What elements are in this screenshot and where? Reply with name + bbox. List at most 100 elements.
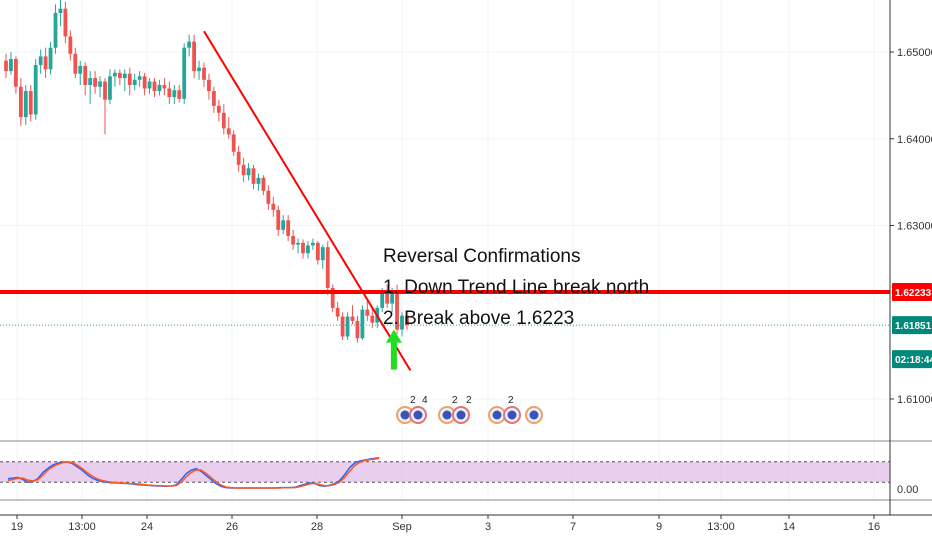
price-label: 1.61851 <box>892 316 932 335</box>
candle <box>88 71 93 105</box>
candle-body <box>103 81 107 100</box>
candle-body <box>83 65 88 85</box>
candle <box>98 76 102 98</box>
candle <box>320 244 325 269</box>
candle-body <box>207 79 211 92</box>
arrow-up-icon <box>385 329 402 370</box>
candle <box>236 145 241 172</box>
candle-body <box>226 128 231 135</box>
candle-body <box>261 177 266 191</box>
candle <box>212 86 216 113</box>
candle <box>53 4 58 54</box>
candle <box>207 73 211 100</box>
candle-body <box>340 316 345 337</box>
candle <box>385 284 390 308</box>
annotation-line: 1. Down Trend Line break north <box>383 277 649 298</box>
price-label-text: 02:18:44 <box>895 355 932 366</box>
event-badge <box>452 406 470 424</box>
candle <box>9 52 13 75</box>
overlays <box>0 30 890 371</box>
candle <box>340 312 345 340</box>
candle-body <box>28 91 33 115</box>
time-tick-label: 26 <box>226 521 238 533</box>
candle-body <box>127 73 132 85</box>
candle-body <box>172 90 177 98</box>
candle-body <box>33 65 38 115</box>
candle <box>246 163 251 181</box>
flag-icon-inner <box>413 410 423 420</box>
candle-body <box>276 209 281 230</box>
candle-body <box>400 315 404 330</box>
candle <box>78 60 83 85</box>
badge-count: 4 <box>422 395 428 406</box>
candle-body <box>152 81 157 92</box>
candle <box>251 164 256 190</box>
price-label-text: 1.62233 <box>895 288 932 299</box>
candle <box>241 157 246 183</box>
candle <box>122 69 127 92</box>
candle <box>261 175 266 196</box>
candle-body <box>306 245 310 254</box>
badge-count: 2 <box>508 395 514 406</box>
price-label-text: 1.61851 <box>895 321 932 332</box>
annotation: Reversal Confirmations 1. Down Trend Line… <box>383 246 649 329</box>
candle-body <box>365 309 370 316</box>
oscillator-pane <box>0 440 932 501</box>
candle-body <box>197 67 201 72</box>
candle-body <box>192 41 196 72</box>
candle-body <box>58 8 63 14</box>
oscillator-band <box>0 461 890 483</box>
candle <box>93 71 97 94</box>
candle-body <box>63 8 68 37</box>
price-tick-label: 1.65000 <box>897 47 932 59</box>
price-label: 1.62233 <box>892 283 932 302</box>
candle-body <box>281 220 286 230</box>
candle-body <box>325 247 330 288</box>
candle <box>73 47 78 79</box>
candle <box>182 43 187 105</box>
candle-body <box>241 164 246 176</box>
time-tick-label: 24 <box>141 521 153 533</box>
annotation-line: Reversal Confirmations <box>383 246 580 267</box>
candle-body <box>48 47 53 70</box>
candle-body <box>4 60 8 72</box>
candle-body <box>177 90 182 99</box>
badge-count: 2 <box>452 395 458 406</box>
event-badge <box>488 406 506 424</box>
price-tick-label: 1.64000 <box>897 134 932 146</box>
candle-body <box>147 81 152 89</box>
flag-icon-inner <box>529 410 539 420</box>
candle <box>108 69 112 105</box>
time-tick-label: 9 <box>656 521 662 533</box>
candle <box>370 307 375 328</box>
candle <box>221 104 226 135</box>
candle <box>400 312 404 337</box>
event-badge <box>409 406 427 424</box>
time-tick-label: 14 <box>783 521 795 533</box>
candle-body <box>405 315 409 326</box>
flag-icon-inner <box>442 410 452 420</box>
candle-body <box>395 293 399 330</box>
candle-body <box>68 36 73 54</box>
candles <box>4 0 409 343</box>
candle <box>197 60 201 80</box>
candle <box>117 69 122 85</box>
candle-body <box>266 190 271 204</box>
candle <box>58 0 63 27</box>
price-label-box <box>892 350 932 369</box>
trend-line <box>203 30 412 371</box>
candle <box>355 315 360 343</box>
candle <box>187 34 192 57</box>
candle <box>256 173 261 191</box>
candle <box>147 78 152 94</box>
candle-body <box>162 84 167 89</box>
candle-body <box>212 91 216 106</box>
candle-body <box>350 316 355 321</box>
candle <box>48 41 53 75</box>
candle <box>301 239 305 259</box>
time-tick-label: Sep <box>392 521 412 533</box>
event-badge <box>438 406 456 424</box>
candle <box>38 49 43 74</box>
candle-body <box>98 81 102 87</box>
